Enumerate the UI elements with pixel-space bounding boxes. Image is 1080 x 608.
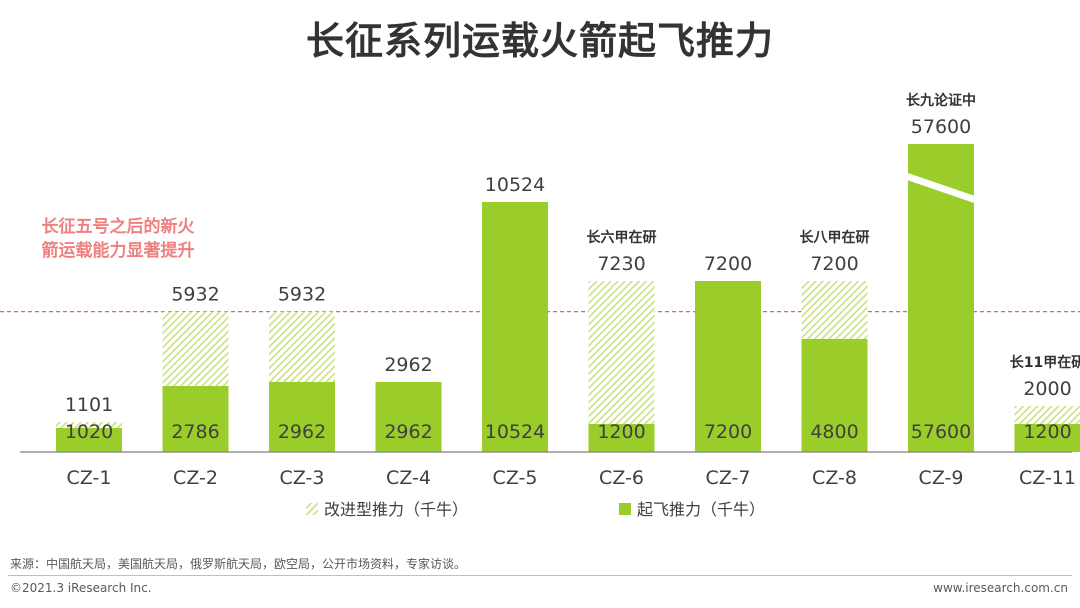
footer-divider <box>8 575 1072 576</box>
top-value-label: 10524 <box>485 174 545 196</box>
top-value-label: 5932 <box>171 284 219 306</box>
status-note: 长八甲在研 <box>800 229 870 246</box>
takeoff-value-label: 2962 <box>278 421 326 443</box>
category-label: CZ-3 <box>280 467 325 489</box>
takeoff-thrust-bar <box>1014 424 1080 452</box>
annotation-line-2: 箭运载能力显著提升 <box>42 240 195 261</box>
top-value-label: 1101 <box>65 394 113 416</box>
takeoff-thrust-bar <box>482 202 548 452</box>
status-note: 长11甲在研 <box>1010 354 1080 371</box>
legend-takeoff-label: 起飞推力（千牛） <box>637 500 765 519</box>
improved-thrust-bar <box>801 281 868 339</box>
takeoff-value-label: 1020 <box>65 421 113 443</box>
category-label: CZ-2 <box>173 467 218 489</box>
improved-thrust-bar <box>56 422 122 428</box>
takeoff-value-label: 2786 <box>171 421 219 443</box>
takeoff-value-label: 4800 <box>810 421 858 443</box>
top-value-label: 7230 <box>597 253 645 275</box>
takeoff-thrust-bar <box>269 382 335 452</box>
top-value-label: 7200 <box>704 253 752 275</box>
top-value-label: 57600 <box>911 116 971 138</box>
takeoff-thrust-bar <box>162 386 229 452</box>
top-value-label: 2962 <box>384 354 432 376</box>
axis-break-marker <box>904 172 978 204</box>
top-value-label: 2000 <box>1023 378 1071 400</box>
category-label: CZ-6 <box>599 467 644 489</box>
takeoff-thrust-bar <box>375 382 442 452</box>
improved-thrust-bar <box>588 281 655 424</box>
chart-title: 长征系列运载火箭起飞推力 <box>305 19 774 63</box>
legend-takeoff-swatch <box>619 503 631 515</box>
category-label: CZ-5 <box>493 467 538 489</box>
improved-thrust-bar <box>162 311 229 386</box>
category-label: CZ-9 <box>919 467 964 489</box>
status-note: 长九论证中 <box>906 92 976 109</box>
takeoff-value-label: 7200 <box>704 421 752 443</box>
category-label: CZ-8 <box>812 467 857 489</box>
top-value-label: 7200 <box>810 253 858 275</box>
takeoff-value-label: 57600 <box>911 421 971 443</box>
website: www.iresearch.com.cn <box>933 581 1068 595</box>
improved-thrust-bar <box>1014 406 1080 424</box>
takeoff-thrust-bar <box>801 339 868 452</box>
category-label: CZ-11 <box>1019 467 1076 489</box>
takeoff-value-label: 1200 <box>1023 421 1071 443</box>
legend-improved-swatch <box>306 503 318 515</box>
improved-thrust-bar <box>269 311 335 382</box>
status-note: 长六甲在研 <box>587 229 657 246</box>
takeoff-value-label: 1200 <box>597 421 645 443</box>
takeoff-value-label: 10524 <box>485 421 545 443</box>
category-label: CZ-7 <box>706 467 751 489</box>
takeoff-thrust-bar <box>588 424 655 452</box>
category-label: CZ-1 <box>67 467 112 489</box>
takeoff-value-label: 2962 <box>384 421 432 443</box>
annotation-line-1: 长征五号之后的新火 <box>42 216 196 237</box>
top-value-label: 5932 <box>278 284 326 306</box>
takeoff-thrust-bar <box>695 281 761 452</box>
takeoff-thrust-bar <box>56 428 122 452</box>
legend-improved-label: 改进型推力（千牛） <box>324 500 468 519</box>
category-label: CZ-4 <box>386 467 431 489</box>
copyright: ©2021.3 iResearch Inc. <box>10 581 152 595</box>
source-note: 来源：中国航天局，美国航天局，俄罗斯航天局，欧空局，公开市场资料，专家访谈。 <box>10 557 467 571</box>
